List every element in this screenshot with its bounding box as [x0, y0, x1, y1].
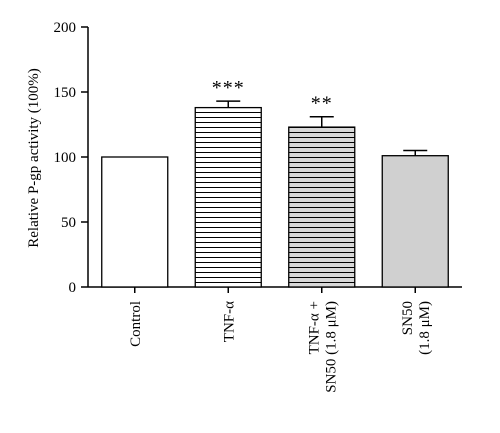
error-bars — [216, 100, 428, 156]
significance-marker: ** — [311, 93, 333, 115]
significance-markers: ***** — [212, 77, 333, 115]
category-label-line: Control — [128, 301, 144, 347]
category-label-line: SN50 — [400, 301, 416, 335]
x-axis — [88, 286, 462, 293]
y-axis-label: Relative P-gp activity (100%) — [26, 68, 42, 248]
y-tick-label: 0 — [69, 280, 77, 296]
significance-marker: *** — [212, 77, 245, 99]
category-label-line: TNF-α + — [306, 301, 322, 354]
bar — [288, 126, 356, 288]
category-label-line: (1.8 μM) — [417, 301, 433, 355]
y-tick-label: 100 — [54, 150, 77, 166]
y-axis: 0 50 100 150 200 — [54, 20, 89, 296]
category-label: SN50(1.8 μM) — [400, 301, 433, 355]
y-tick-label: 150 — [54, 85, 77, 101]
category-label-line: SN50 (1.8 μM) — [323, 301, 339, 393]
y-tick-label: 200 — [54, 20, 77, 36]
bar — [101, 156, 169, 288]
bar — [381, 155, 449, 288]
category-labels: Control TNF-α TNF-α +SN50 (1.8 μM) SN50(1.8… — [128, 301, 433, 393]
y-tick-label: 50 — [61, 215, 76, 231]
bars — [101, 106, 449, 288]
category-label: TNF-α — [221, 301, 237, 342]
category-label: Control — [128, 301, 144, 347]
category-label-line: TNF-α — [221, 301, 237, 342]
category-label: TNF-α +SN50 (1.8 μM) — [306, 301, 339, 393]
bar — [194, 106, 262, 288]
